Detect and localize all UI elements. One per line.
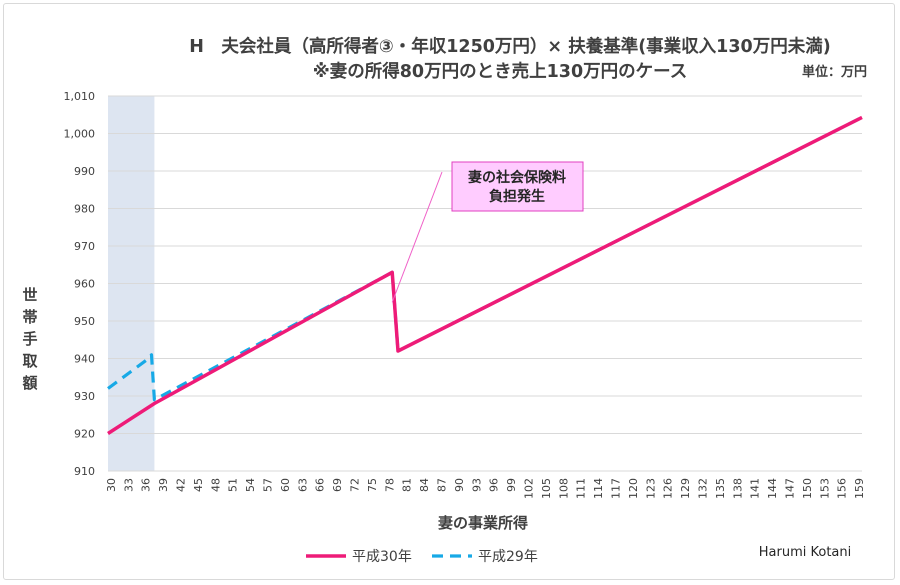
x-tick-label: 33 bbox=[122, 478, 135, 492]
series-line-heisei29 bbox=[107, 115, 863, 402]
callout-text-line2: 負担発生 bbox=[489, 188, 545, 205]
x-tick-label: 96 bbox=[488, 478, 501, 492]
callout-text-line1: 妻の社会保険料 bbox=[468, 169, 566, 186]
x-tick-label: 141 bbox=[749, 478, 762, 499]
x-axis-ticks: 30 33 36 39 42 45 48 51 54 57 60 63 66 69 72 75 78 81 84 87… bbox=[105, 478, 866, 499]
x-tick-label: 156 bbox=[836, 478, 849, 499]
x-tick-label: 126 bbox=[662, 478, 675, 499]
x-tick-label: 36 bbox=[140, 478, 153, 492]
y-tick-label: 940 bbox=[74, 353, 95, 366]
y-tick-label: 920 bbox=[74, 428, 95, 441]
x-tick-label: 57 bbox=[262, 478, 275, 492]
x-tick-label: 129 bbox=[679, 478, 692, 499]
y-tick-label: 990 bbox=[74, 165, 95, 178]
series-layer bbox=[107, 115, 863, 435]
x-tick-label: 153 bbox=[818, 478, 831, 499]
y-tick-label: 950 bbox=[74, 315, 95, 328]
x-tick-label: 69 bbox=[331, 478, 344, 492]
x-tick-label: 60 bbox=[279, 478, 292, 492]
x-tick-label: 108 bbox=[557, 478, 570, 499]
x-tick-label: 102 bbox=[523, 478, 536, 499]
x-tick-label: 150 bbox=[801, 478, 814, 499]
chart-title-line2: ※妻の所得80万円のとき売上130万円のケース bbox=[313, 61, 688, 82]
x-tick-label: 51 bbox=[227, 478, 240, 492]
y-axis-title: 世帯手取額 bbox=[21, 286, 38, 392]
x-tick-label: 111 bbox=[575, 478, 588, 499]
y-tick-label: 980 bbox=[74, 203, 95, 216]
x-tick-label: 78 bbox=[383, 478, 396, 492]
x-tick-label: 42 bbox=[175, 478, 188, 492]
x-tick-label: 105 bbox=[540, 478, 553, 499]
x-tick-label: 87 bbox=[436, 478, 449, 492]
y-tick-label: 970 bbox=[74, 240, 95, 253]
x-tick-label: 159 bbox=[853, 478, 866, 499]
x-tick-label: 123 bbox=[644, 478, 657, 499]
x-tick-label: 120 bbox=[627, 478, 640, 499]
y-tick-label: 930 bbox=[74, 390, 95, 403]
series-line-heisei30 bbox=[107, 115, 863, 435]
x-axis-title: 妻の事業所得 bbox=[438, 514, 528, 532]
x-tick-label: 138 bbox=[731, 478, 744, 499]
x-tick-label: 117 bbox=[610, 478, 623, 499]
x-tick-label: 84 bbox=[418, 478, 431, 492]
x-tick-label: 30 bbox=[105, 478, 118, 492]
annotation-callout: 妻の社会保険料 負担発生 bbox=[391, 161, 584, 303]
callout-box bbox=[451, 161, 584, 212]
x-tick-label: 147 bbox=[784, 478, 797, 499]
legend-label-heisei30: 平成30年 bbox=[352, 549, 412, 565]
callout-leader-line bbox=[391, 171, 443, 303]
x-tick-label: 114 bbox=[592, 478, 605, 499]
x-tick-label: 48 bbox=[209, 478, 222, 492]
y-axis-ticks: 910 920 930 940 950 960 970 980 990 1,000 1,010 bbox=[64, 90, 96, 478]
x-tick-label: 66 bbox=[314, 478, 327, 492]
x-tick-label: 75 bbox=[366, 478, 379, 492]
x-tick-label: 135 bbox=[714, 478, 727, 499]
author-credit: Harumi Kotani bbox=[759, 545, 851, 560]
legend: 平成30年 平成29年 bbox=[306, 549, 538, 565]
y-tick-label: 1,000 bbox=[64, 128, 96, 141]
x-tick-label: 144 bbox=[766, 478, 779, 499]
legend-label-heisei29: 平成29年 bbox=[478, 549, 538, 565]
chart-title-line1: H 夫会社員（高所得者③・年収1250万円）× 扶養基準(事業収入130万円未満… bbox=[189, 36, 830, 57]
gridlines bbox=[108, 95, 862, 472]
x-tick-label: 54 bbox=[244, 478, 257, 492]
x-tick-label: 132 bbox=[697, 478, 710, 499]
x-tick-label: 93 bbox=[470, 478, 483, 492]
y-tick-label: 910 bbox=[74, 465, 95, 478]
x-tick-label: 63 bbox=[296, 478, 309, 492]
x-tick-label: 99 bbox=[505, 478, 518, 492]
x-tick-label: 72 bbox=[349, 478, 362, 492]
x-tick-label: 39 bbox=[157, 478, 170, 492]
x-tick-label: 90 bbox=[453, 478, 466, 492]
x-tick-label: 45 bbox=[192, 478, 205, 492]
x-tick-label: 81 bbox=[401, 478, 414, 492]
unit-label: 単位：万円 bbox=[802, 64, 867, 80]
y-tick-label: 960 bbox=[74, 278, 95, 291]
y-tick-label: 1,010 bbox=[64, 90, 96, 103]
